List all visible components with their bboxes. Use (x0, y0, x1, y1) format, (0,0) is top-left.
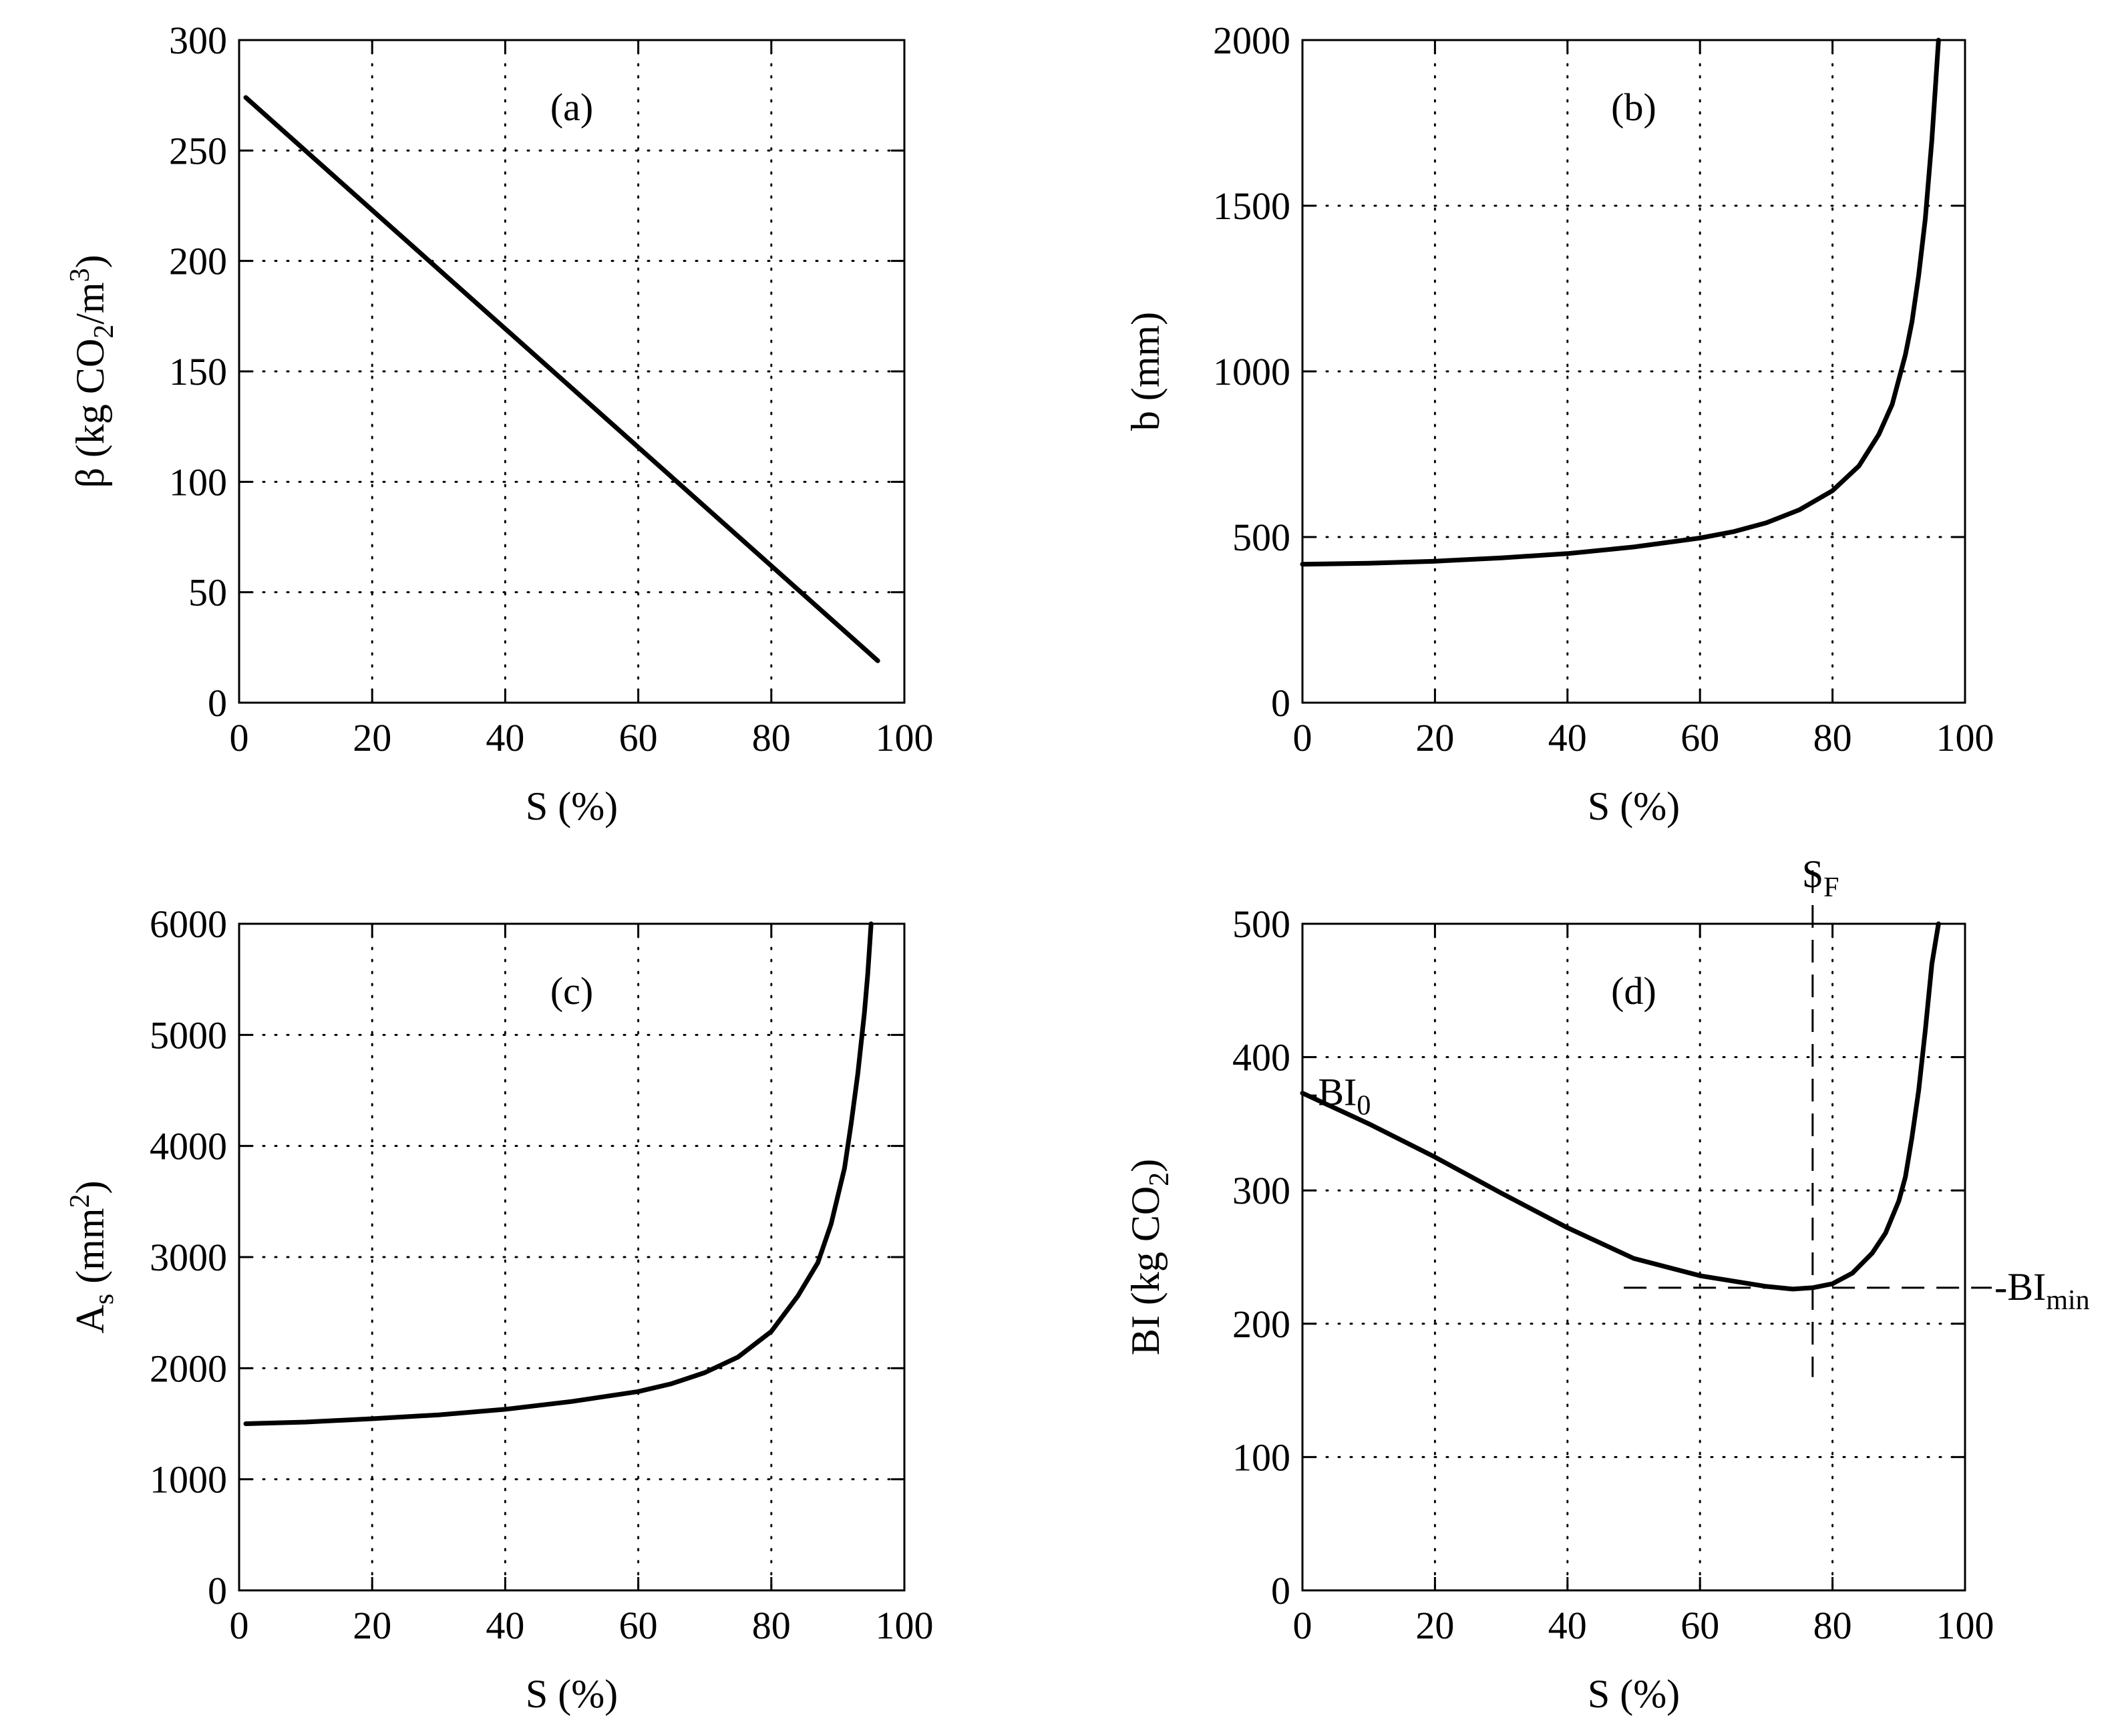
x-tick-label: 80 (752, 716, 791, 759)
x-tick-label: 100 (1936, 716, 1994, 759)
y-tick-label: 150 (169, 350, 227, 393)
x-axis-label: S (%) (1588, 1672, 1680, 1716)
x-tick-label: 0 (230, 1604, 249, 1647)
y-axis-label: b (mm) (1123, 312, 1168, 431)
x-tick-label: 60 (1680, 1604, 1719, 1647)
x-tick-label: 20 (1415, 716, 1454, 759)
x-tick-label: 100 (876, 1604, 934, 1647)
y-tick-label: 250 (169, 129, 227, 172)
plot-frame (1301, 39, 1966, 704)
x-tick-label: 20 (353, 1604, 391, 1647)
x-tick-label: 0 (1293, 716, 1312, 759)
panel-label: (a) (550, 85, 593, 129)
panel-a: 0 20 40 60 80 100 0 50 100 150 200 250 300 S (%) β (kg… (65, 19, 934, 828)
x-tick-label: 40 (486, 1604, 524, 1647)
x-tick-label: 60 (619, 716, 658, 759)
x-tick-label: 100 (1936, 1604, 1994, 1647)
x-tick-label: 0 (1293, 1604, 1312, 1647)
bimin-annotation: -BImin (1994, 1265, 2090, 1316)
y-tick-label: 300 (1232, 1169, 1290, 1212)
panel-label: (d) (1611, 969, 1656, 1013)
y-tick-label: 500 (1232, 902, 1290, 946)
x-tick-label: 40 (1548, 1604, 1587, 1647)
series-line-beta (243, 95, 880, 663)
x-tick-label: 0 (230, 716, 249, 759)
series-line-b (1300, 37, 1941, 567)
y-axis-label: BI (kg CO2) (1123, 1159, 1175, 1355)
x-tick-label: 40 (1548, 716, 1587, 759)
x-tick-label: 20 (353, 716, 391, 759)
y-tick-label: 3000 (150, 1236, 227, 1279)
y-tick-label: 200 (169, 240, 227, 283)
y-axis-label: β (kg CO2/m3) (65, 254, 120, 488)
y-tick-label: 0 (1271, 681, 1290, 725)
y-tick-label: 0 (208, 1569, 227, 1612)
panel-label: (b) (1611, 85, 1656, 129)
plot-frame (1301, 922, 1966, 1592)
y-tick-label: 300 (169, 19, 227, 62)
y-tick-label: 100 (1232, 1435, 1290, 1479)
x-tick-label: 80 (752, 1604, 791, 1647)
y-tick-label: 0 (1271, 1569, 1290, 1612)
x-tick-label: 60 (1680, 716, 1719, 759)
x-tick-label: 40 (486, 716, 524, 759)
y-tick-label: 1500 (1213, 184, 1290, 228)
series-line-As (243, 921, 874, 1426)
y-tick-label: 2000 (1213, 19, 1290, 62)
y-tick-label: 2000 (150, 1347, 227, 1390)
x-tick-label: 60 (619, 1604, 658, 1647)
sf-annotation: SF (1802, 852, 1839, 903)
y-tick-label: 400 (1232, 1036, 1290, 1079)
y-tick-label: 500 (1232, 516, 1290, 559)
x-axis-label: S (%) (526, 784, 618, 828)
y-tick-label: 100 (169, 460, 227, 504)
x-tick-label: 100 (876, 716, 934, 759)
panel-d: 0 20 40 60 80 100 0 100 200 300 400 500 S (%) BI (kg … (1123, 852, 2090, 1716)
panel-label: (c) (550, 969, 593, 1013)
y-tick-label: 1000 (1213, 350, 1290, 393)
y-tick-label: 50 (188, 571, 227, 615)
y-tick-label: 1000 (150, 1458, 227, 1502)
x-axis-label: S (%) (526, 1672, 618, 1716)
x-tick-label: 20 (1415, 1604, 1454, 1647)
y-tick-label: 6000 (150, 902, 227, 946)
y-axis-label: As (mm2) (65, 1180, 120, 1333)
bi0-annotation: -BI0 (1305, 1070, 1371, 1121)
y-tick-label: 4000 (150, 1125, 227, 1168)
y-tick-label: 200 (1232, 1303, 1290, 1346)
x-tick-label: 80 (1813, 1604, 1852, 1647)
x-axis-label: S (%) (1588, 784, 1680, 828)
series-line-BI (1300, 921, 1941, 1292)
y-tick-label: 0 (208, 681, 227, 725)
x-tick-label: 80 (1813, 716, 1852, 759)
y-tick-label: 5000 (150, 1013, 227, 1057)
